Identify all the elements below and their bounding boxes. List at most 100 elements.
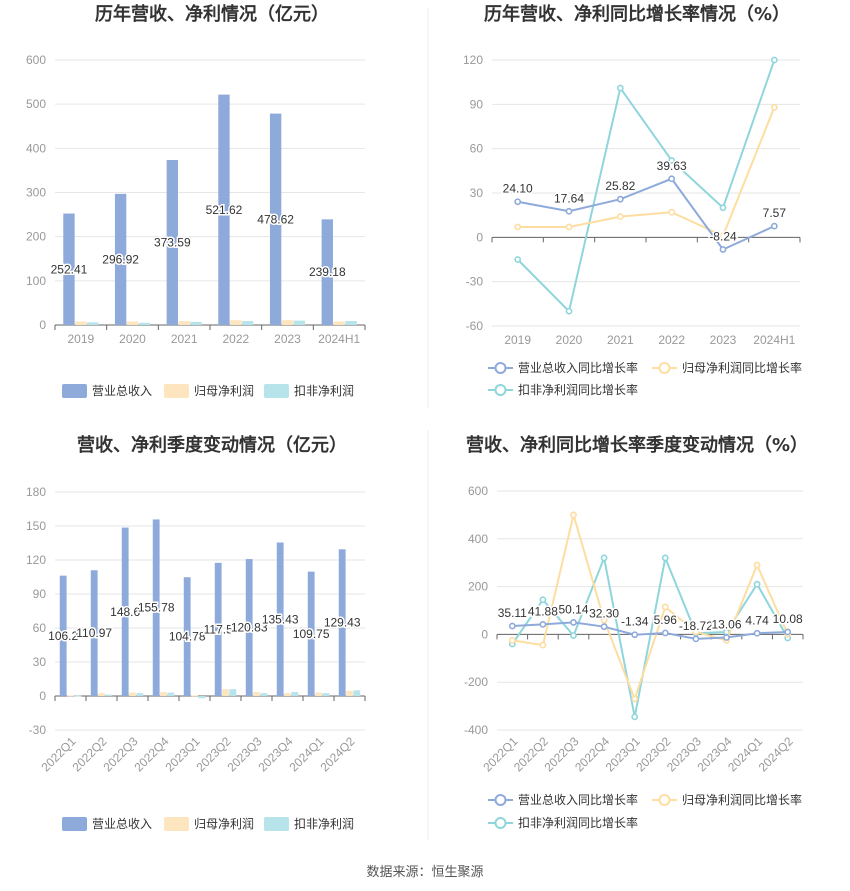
bar (136, 693, 144, 696)
data-label: 110.97 (76, 626, 112, 640)
bar (87, 322, 99, 325)
data-label: 117.5 (204, 622, 233, 636)
legend-swatch (164, 817, 189, 831)
y-tick-label: 180 (26, 485, 46, 499)
data-point (668, 208, 676, 216)
bar (322, 693, 330, 696)
bar (230, 320, 242, 325)
y-tick-label: 60 (470, 142, 484, 156)
bar (284, 693, 291, 696)
y-tick-label: 120 (26, 553, 46, 567)
bar (75, 321, 87, 325)
data-label: 129.43 (324, 616, 361, 630)
chart-title: 营收、净利同比增长率季度变动情况（%） (466, 434, 808, 456)
bar (198, 696, 206, 699)
data-label: 521.62 (206, 203, 243, 217)
y-tick-label: 200 (468, 580, 488, 594)
data-label: 24.10 (503, 182, 533, 196)
legend-swatch (164, 384, 189, 398)
data-point (770, 222, 778, 230)
data-label: 10.08 (773, 612, 803, 626)
legend-label: 营业总收入同比增长率 (518, 792, 638, 807)
data-label: 106.2 (48, 629, 78, 643)
chart-title: 营收、净利季度变动情况（亿元） (77, 434, 347, 456)
chart-title: 历年营收、净利情况（亿元） (95, 3, 329, 25)
data-point (508, 622, 516, 630)
bar (167, 692, 175, 696)
x-tick-label: 2023 (274, 332, 301, 346)
bar (126, 321, 139, 325)
data-point (661, 629, 669, 637)
bar (276, 542, 284, 696)
y-tick-label: -30 (29, 723, 47, 737)
bar (260, 693, 268, 696)
bar (293, 320, 306, 325)
data-label: 41.88 (528, 604, 558, 618)
data-label: 5.96 (654, 613, 678, 627)
data-point (600, 554, 608, 562)
data-label: 4.74 (745, 613, 769, 627)
data-point (514, 223, 522, 231)
legend-label: 归母净利润同比增长率 (682, 792, 802, 807)
series-line (512, 510, 789, 702)
legend-swatch-marker (494, 794, 507, 806)
data-point (565, 207, 573, 215)
bar (166, 159, 178, 325)
bar (307, 571, 315, 696)
data-point (631, 631, 639, 639)
y-tick-label: 100 (26, 274, 46, 288)
data-label: 109.75 (293, 627, 330, 641)
y-tick-label: 500 (26, 97, 46, 111)
series-line (517, 177, 775, 251)
data-label: 373.59 (154, 235, 191, 249)
bar (191, 695, 198, 697)
data-label: 135.43 (262, 612, 299, 626)
x-tick-label: 2024H1 (753, 333, 795, 347)
data-label: 7.57 (763, 206, 787, 220)
data-label: 239.18 (309, 265, 346, 279)
bar (245, 559, 253, 696)
data-label: 39.63 (657, 159, 687, 173)
x-tick-label: 2023 (710, 333, 737, 347)
data-point (600, 616, 608, 624)
bar (218, 94, 230, 326)
x-tick-label: 2020 (556, 333, 583, 347)
bar (242, 321, 254, 325)
bar (152, 519, 160, 696)
data-point (616, 195, 624, 203)
legend-swatch-marker (494, 362, 507, 374)
legend-label: 归母净利润同比增长率 (682, 360, 802, 375)
data-label: 478.62 (257, 212, 294, 226)
legend-label: 扣非净利润同比增长率 (518, 815, 638, 830)
legend-label: 扣非净利润 (294, 817, 354, 831)
data-point (616, 84, 624, 92)
bar (229, 689, 237, 696)
data-label: -18.72 (679, 619, 713, 633)
data-point (570, 511, 577, 519)
y-tick-label: 0 (39, 318, 46, 332)
data-point (753, 580, 761, 588)
data-point (539, 596, 547, 604)
y-tick-label: 600 (468, 484, 488, 498)
data-point (539, 641, 547, 649)
data-label: 13.06 (711, 618, 741, 632)
data-point (661, 603, 669, 611)
x-tick-label: 2019 (504, 333, 531, 347)
bar (353, 690, 361, 696)
bar (222, 689, 229, 696)
data-point (565, 307, 573, 315)
data-point (565, 223, 573, 231)
y-tick-label: -400 (464, 723, 488, 737)
bar (345, 321, 357, 325)
bar (63, 213, 75, 325)
data-label: 120.83 (231, 621, 268, 635)
bar (121, 527, 129, 696)
bar (190, 321, 202, 325)
data-point (631, 695, 639, 703)
bar (129, 692, 136, 696)
data-label: 35.11 (498, 606, 527, 620)
x-tick-label: 2020 (119, 332, 146, 346)
data-point (668, 157, 676, 164)
bar (74, 695, 82, 697)
series-line (512, 621, 788, 640)
